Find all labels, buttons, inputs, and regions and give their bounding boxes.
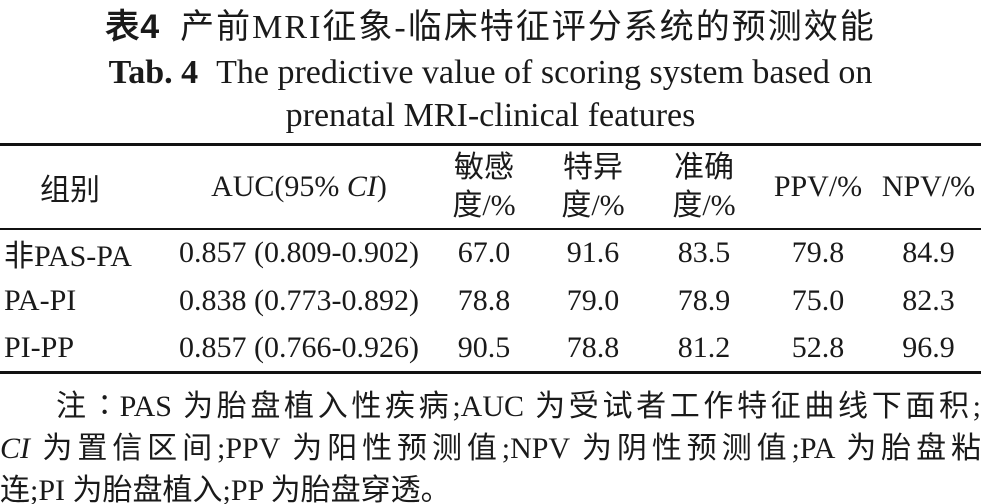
table-number-zh: 表4 — [105, 8, 161, 46]
table-row-pi-pp: PI-PP 0.857 (0.766-0.926) 90.5 78.8 81.2… — [0, 325, 981, 373]
header-cell-auc: AUC(95% CI) — [211, 169, 387, 203]
cell-npv: 82.3 — [902, 283, 955, 317]
cell-specificity: 79.0 — [566, 283, 620, 317]
ci-abbr: CI — [0, 432, 30, 465]
cell-specificity: 78.8 — [566, 330, 620, 364]
footnote: 注∶PAS 为胎盘植入性疾病;AUC 为受试者工作特征曲线下面积; CI 为置信… — [0, 386, 981, 504]
cell-ppv: 79.8 — [791, 236, 845, 269]
cell-sensitivity: 67.0 — [457, 236, 511, 269]
english-caption-line2: prenatal MRI-clinical features — [0, 95, 981, 137]
table-number-en: Tab. 4 — [108, 54, 199, 91]
cell-specificity: 91.6 — [566, 236, 620, 269]
cell-auc: 0.857 (0.809-0.902) — [179, 236, 419, 269]
ci-abbr: CI — [346, 169, 377, 203]
table-title-en-line1: The predictive value of scoring system b… — [216, 54, 873, 91]
cell-npv: 96.9 — [902, 330, 955, 364]
cell-accuracy: 81.2 — [677, 330, 731, 364]
cell-auc: 0.857 (0.766-0.926) — [179, 330, 419, 364]
cell-ppv: 52.8 — [791, 330, 845, 364]
cell-ppv: 75.0 — [791, 283, 845, 317]
cell-npv: 84.9 — [902, 236, 955, 269]
results-table: 组别 AUC(95% CI) 敏感 度/% 特异 度/% 准确 度/% PPV/… — [0, 143, 981, 374]
header-cell-accuracy: 准确 度/% — [672, 150, 736, 222]
table-row-pa-pi: PA-PI 0.838 (0.773-0.892) 78.8 79.0 78.9… — [0, 277, 981, 325]
table-header: 组别 AUC(95% CI) 敏感 度/% 特异 度/% 准确 度/% PPV/… — [0, 145, 981, 229]
chinese-caption: 表4 产前MRI征象-临床特征评分系统的预测效能 — [0, 0, 981, 51]
header-cell-group: 组别 — [40, 173, 100, 207]
header-cell-sensitivity: 敏感 度/% — [452, 150, 516, 222]
cell-group: PA-PI — [4, 283, 77, 317]
cell-auc: 0.838 (0.773-0.892) — [179, 283, 419, 317]
cell-sensitivity: 90.5 — [457, 330, 511, 364]
cell-group: PI-PP — [4, 330, 75, 364]
header-row: 组别 AUC(95% CI) 敏感 度/% 特异 度/% 准确 度/% PPV/… — [0, 145, 981, 229]
cell-sensitivity: 78.8 — [457, 283, 511, 317]
cell-group: 非PAS-PA — [4, 240, 132, 273]
table-title-zh: 产前MRI征象-临床特征评分系统的预测效能 — [180, 9, 876, 46]
footnote-line-2: CI 为置信区间;PPV 为阳性预测值;NPV 为阴性预测值;PA 为胎盘粘 — [0, 432, 981, 465]
header-cell-ppv: PPV/% — [773, 169, 863, 203]
table-title-en-line2: prenatal MRI-clinical features — [285, 97, 696, 134]
english-caption: Tab. 4 The predictive value of scoring sy… — [0, 51, 981, 95]
footnote-line-3: 连;PI 为胎盘植入;PP 为胎盘穿透。 — [0, 474, 451, 504]
table-body: 非PAS-PA 0.857 (0.809-0.902) 67.0 91.6 83… — [0, 229, 981, 373]
cell-accuracy: 78.9 — [677, 283, 731, 317]
table-row-non-pas-pa: 非PAS-PA 0.857 (0.809-0.902) 67.0 91.6 83… — [0, 229, 981, 277]
footnote-line-1: 注∶PAS 为胎盘植入性疾病;AUC 为受试者工作特征曲线下面积; — [56, 390, 981, 423]
header-cell-specificity: 特异 度/% — [561, 150, 625, 222]
cell-accuracy: 83.5 — [677, 236, 731, 269]
header-cell-npv: NPV/% — [881, 169, 976, 203]
